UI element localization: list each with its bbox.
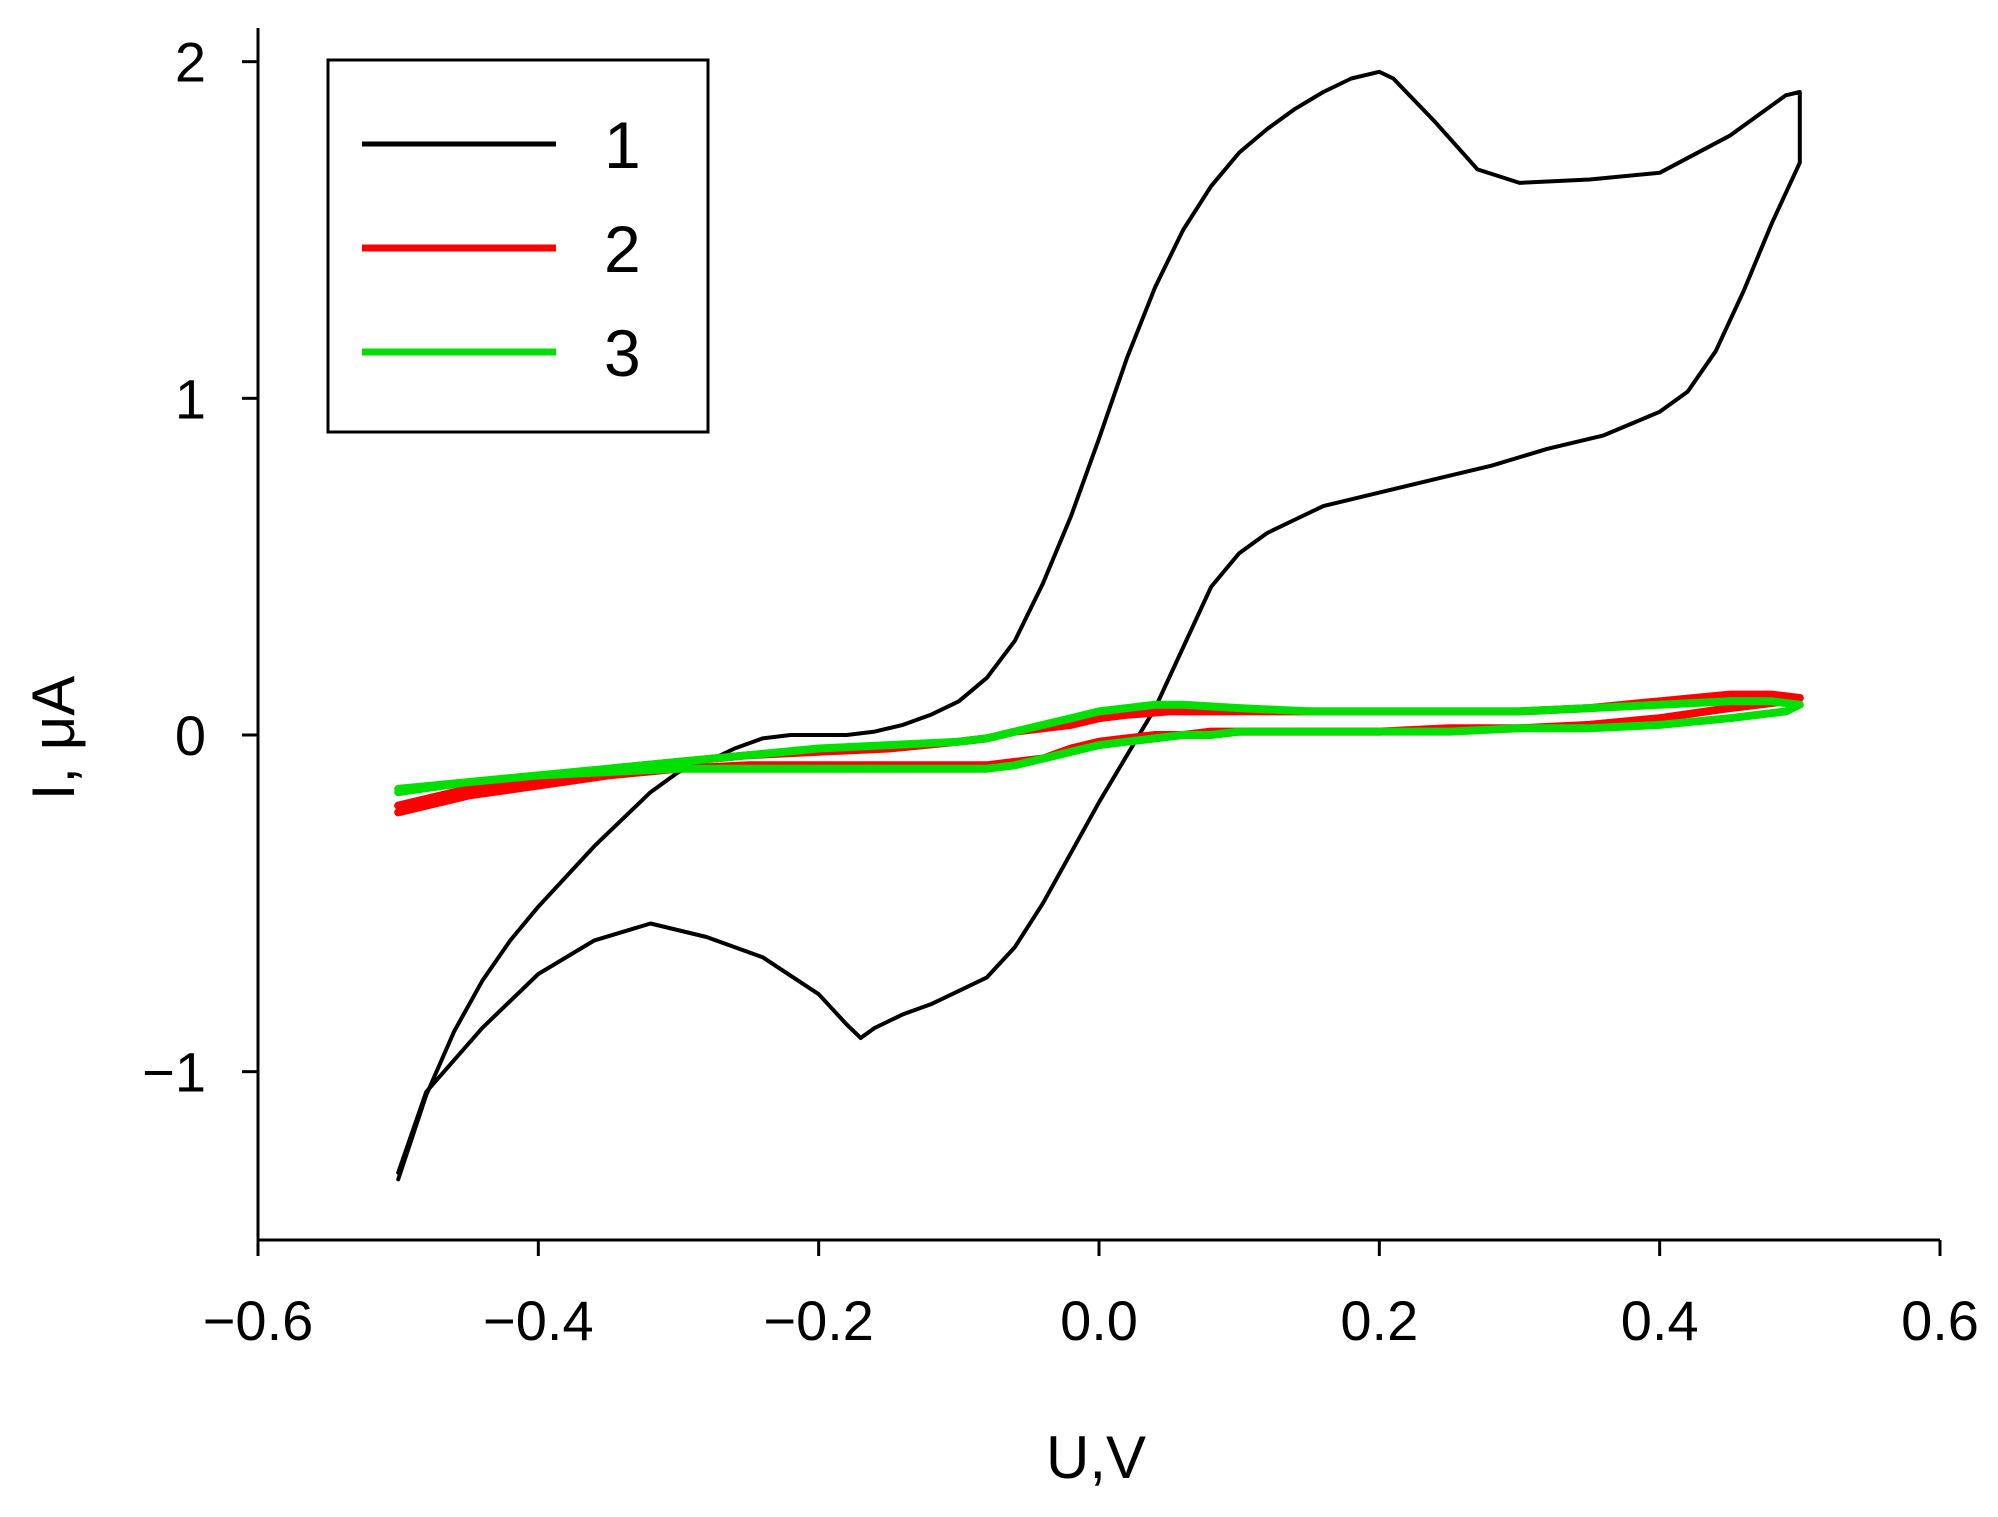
legend: 1 2 3	[326, 58, 710, 434]
x-axis-title: U,V	[1046, 1424, 1146, 1491]
x-tick-label: 0.6	[1901, 1289, 1979, 1352]
x-tick-label: 0.2	[1340, 1289, 1418, 1352]
x-tick-label: 0.4	[1621, 1289, 1699, 1352]
series-line-3	[394, 697, 1804, 797]
y-tick-label: 0	[175, 704, 206, 767]
legend-label-1: 1	[604, 108, 641, 182]
legend-label-3: 3	[604, 316, 641, 390]
y-tick-label: 2	[175, 31, 206, 94]
series-layer	[394, 69, 1804, 1182]
y-axis-title: I, μA	[20, 676, 87, 801]
x-tick-label: −0.2	[763, 1289, 874, 1352]
legend-label-2: 2	[604, 212, 641, 286]
x-tick-label: −0.4	[483, 1289, 594, 1352]
y-tick-label: −1	[142, 1041, 206, 1104]
x-tick-label: −0.6	[203, 1289, 314, 1352]
x-tick-label: 0.0	[1060, 1289, 1138, 1352]
series-line-1	[396, 69, 1802, 1182]
y-tick-label: 1	[175, 367, 206, 430]
axes-layer: −0.6 −0.4 −0.2 0.0 0.2 0.4 0.6 −1 0 1 2	[142, 28, 1979, 1352]
